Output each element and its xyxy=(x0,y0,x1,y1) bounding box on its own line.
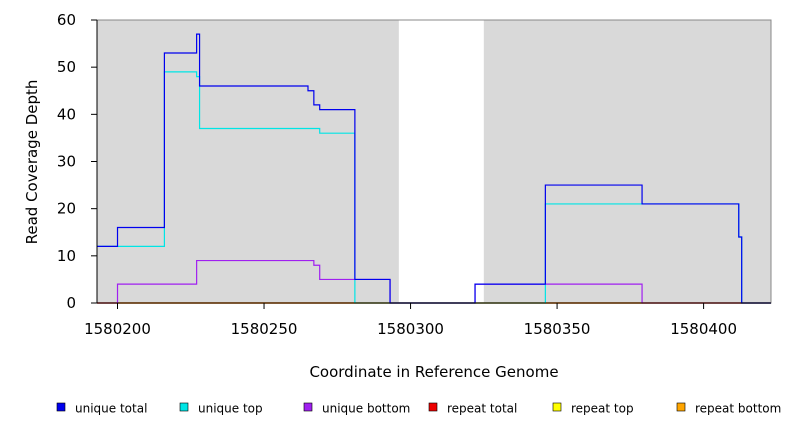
legend-label: repeat total xyxy=(447,402,517,416)
legend-swatch xyxy=(676,402,686,412)
legend-item-unique-bottom: unique bottom xyxy=(303,402,410,416)
legend-item-unique-total: unique total xyxy=(56,402,147,416)
legend-label: unique bottom xyxy=(322,402,410,416)
legend: unique total unique top unique bottom repea… xyxy=(56,402,781,416)
legend-swatch xyxy=(56,402,66,412)
y-tick-label: 60 xyxy=(57,11,76,29)
y-axis-title: Read Coverage Depth xyxy=(23,80,41,245)
x-tick-label: 1580200 xyxy=(84,320,151,338)
axes: 1580200 1580250 1580300 1580350 1580400 0 10 20… xyxy=(57,11,772,338)
series-line-unique-total xyxy=(97,33,771,304)
series-line-unique-bottom xyxy=(97,259,771,304)
shaded-region-1 xyxy=(97,20,399,303)
x-tick-label: 1580250 xyxy=(231,320,298,338)
legend-swatch xyxy=(303,402,313,412)
legend-label: unique top xyxy=(198,402,263,416)
shaded-region-2 xyxy=(483,20,771,303)
y-tick-label: 40 xyxy=(57,105,76,123)
y-tick-label: 20 xyxy=(57,200,76,218)
legend-label: repeat bottom xyxy=(695,402,781,416)
legend-swatch xyxy=(179,402,189,412)
x-tick-label: 1580400 xyxy=(670,320,737,338)
legend-item-repeat-bottom: repeat bottom xyxy=(676,402,781,416)
legend-swatch xyxy=(428,402,438,412)
legend-item-unique-top: unique top xyxy=(179,402,263,416)
y-tick-label: 50 xyxy=(57,58,76,76)
legend-item-repeat-total: repeat total xyxy=(428,402,517,416)
legend-item-repeat-top: repeat top xyxy=(552,402,634,416)
x-tick-label: 1580350 xyxy=(524,320,591,338)
y-tick-label: 0 xyxy=(66,294,76,312)
plot-background xyxy=(97,20,771,303)
x-axis-title: Coordinate in Reference Genome xyxy=(309,363,558,381)
x-tick-label: 1580300 xyxy=(377,320,444,338)
legend-label: repeat top xyxy=(571,402,634,416)
y-tick-label: 10 xyxy=(57,247,76,265)
y-tick-label: 30 xyxy=(57,153,76,171)
legend-label: unique total xyxy=(75,402,147,416)
legend-swatch xyxy=(552,402,562,412)
